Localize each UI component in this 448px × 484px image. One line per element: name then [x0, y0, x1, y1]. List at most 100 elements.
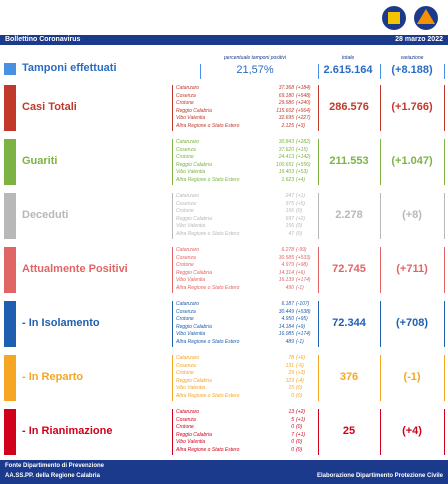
- place-change: (+2): [296, 215, 306, 222]
- header-bar: Bollettino Coronavirus 28 marzo 2022: [0, 35, 448, 45]
- section-total: 211.553: [329, 155, 369, 167]
- divider: [318, 193, 319, 239]
- section-change: (+4): [402, 425, 422, 437]
- divider: [380, 247, 381, 293]
- place-value: 37.368: [278, 85, 294, 91]
- place-name: Altra Regione o Stato Estero: [176, 339, 240, 345]
- place-name: Reggio Calabria: [176, 431, 212, 438]
- place-change: (+533): [296, 254, 311, 261]
- section-total: 25: [342, 425, 356, 437]
- divider: [172, 247, 173, 293]
- place-change: (+556): [296, 161, 311, 168]
- place-name: Cosenza: [176, 416, 196, 423]
- divider: [380, 301, 381, 347]
- section-marker: [4, 139, 16, 185]
- place-change: (+3): [296, 370, 306, 377]
- place-name: Vibo Valentia: [176, 223, 206, 230]
- place-change: (-99): [296, 247, 307, 253]
- place-value: 78: [288, 355, 294, 361]
- place-name: Vibo Valentia: [176, 439, 206, 446]
- place-change: (0): [296, 447, 303, 453]
- place-change: (+9): [296, 323, 306, 330]
- place-name: Crotone: [176, 316, 194, 323]
- place-change: (0): [296, 385, 303, 392]
- place-change: (0): [296, 223, 303, 230]
- place-value: 30.843: [278, 139, 294, 145]
- place-change: (+282): [296, 139, 311, 145]
- place-change: (+3): [296, 123, 306, 129]
- footer: Fonte Dipartimento di Prevenzione AA.SS.…: [0, 460, 448, 484]
- divider: [172, 409, 173, 455]
- place-value: 490: [285, 285, 294, 291]
- place-value: 13: [288, 409, 294, 415]
- footer-source: AA.SS.PP. della Regione Calabria: [5, 473, 100, 479]
- section-change: (+8): [402, 209, 422, 221]
- divider: [444, 409, 445, 455]
- place-value: 29.586: [278, 100, 294, 107]
- place-value: 5: [291, 416, 294, 423]
- place-value: 32.695: [278, 115, 294, 122]
- place-change: (+227): [296, 115, 311, 122]
- place-change: (+142): [296, 154, 311, 161]
- place-value: 2.125: [281, 123, 294, 129]
- place-name: Altra Regione o Stato Estero: [176, 177, 240, 183]
- place-change: (+174): [296, 277, 311, 284]
- divider: [444, 85, 445, 131]
- place-name: Catanzaro: [176, 139, 200, 145]
- logo-shield: [388, 12, 400, 24]
- place-value: 14.184: [278, 323, 294, 330]
- divider: [318, 85, 319, 131]
- section-total: 72.344: [332, 317, 366, 329]
- percent-value: 21,57%: [236, 64, 274, 76]
- section-change: (+1.047): [391, 155, 433, 167]
- place-name: Cosenza: [176, 200, 196, 207]
- place-name: Cosenza: [176, 254, 196, 261]
- place-change: (0): [296, 393, 303, 399]
- place-value: 100.651: [275, 161, 294, 168]
- divider: [380, 64, 381, 79]
- place-value: 14.314: [278, 269, 294, 276]
- logo-triangle: [417, 9, 435, 24]
- divider: [318, 355, 319, 401]
- tamponi-label: Tamponi effettuati: [22, 62, 117, 74]
- header-title: Bollettino Coronavirus: [5, 36, 81, 43]
- place-value: 0: [291, 447, 294, 453]
- place-change: (-6): [296, 362, 304, 369]
- footer-source: Fonte Dipartimento di Prevenzione: [5, 463, 105, 469]
- place-value: 0: [291, 393, 294, 399]
- place-value: 30.449: [278, 308, 294, 315]
- place-change: (+6): [296, 269, 306, 276]
- section-label: Deceduti: [22, 209, 69, 221]
- place-value: 29: [288, 370, 294, 377]
- divider: [444, 139, 445, 185]
- section-total: 72.745: [332, 263, 366, 275]
- place-name: Catanzaro: [176, 301, 200, 307]
- section-change: (+708): [395, 317, 429, 329]
- place-value: 24.413: [278, 154, 294, 161]
- place-name: Catanzaro: [176, 193, 200, 199]
- place-value: 975: [285, 200, 294, 207]
- place-change: (+1): [296, 431, 306, 438]
- place-value: 1.623: [281, 177, 294, 183]
- place-value: 15: [288, 385, 294, 392]
- place-value: 247: [285, 193, 294, 199]
- place-change: (0): [296, 208, 303, 215]
- divider: [172, 355, 173, 401]
- divider: [318, 139, 319, 185]
- place-value: 16.139: [278, 277, 294, 284]
- section-label: Casi Totali: [22, 101, 77, 113]
- place-name: Crotone: [176, 370, 194, 377]
- section-change: (+1.766): [391, 101, 433, 113]
- divider: [380, 139, 381, 185]
- place-value: 489: [285, 339, 294, 345]
- place-name: Vibo Valentia: [176, 385, 206, 392]
- tamponi-change: (+8.188): [391, 64, 433, 76]
- place-name: Reggio Calabria: [176, 215, 212, 222]
- place-name: Reggio Calabria: [176, 161, 212, 168]
- place-change: (0): [296, 439, 303, 446]
- place-value: 0: [291, 424, 294, 431]
- divider: [318, 409, 319, 455]
- divider: [444, 355, 445, 401]
- place-value: 37.620: [278, 146, 294, 153]
- place-name: Vibo Valentia: [176, 331, 206, 338]
